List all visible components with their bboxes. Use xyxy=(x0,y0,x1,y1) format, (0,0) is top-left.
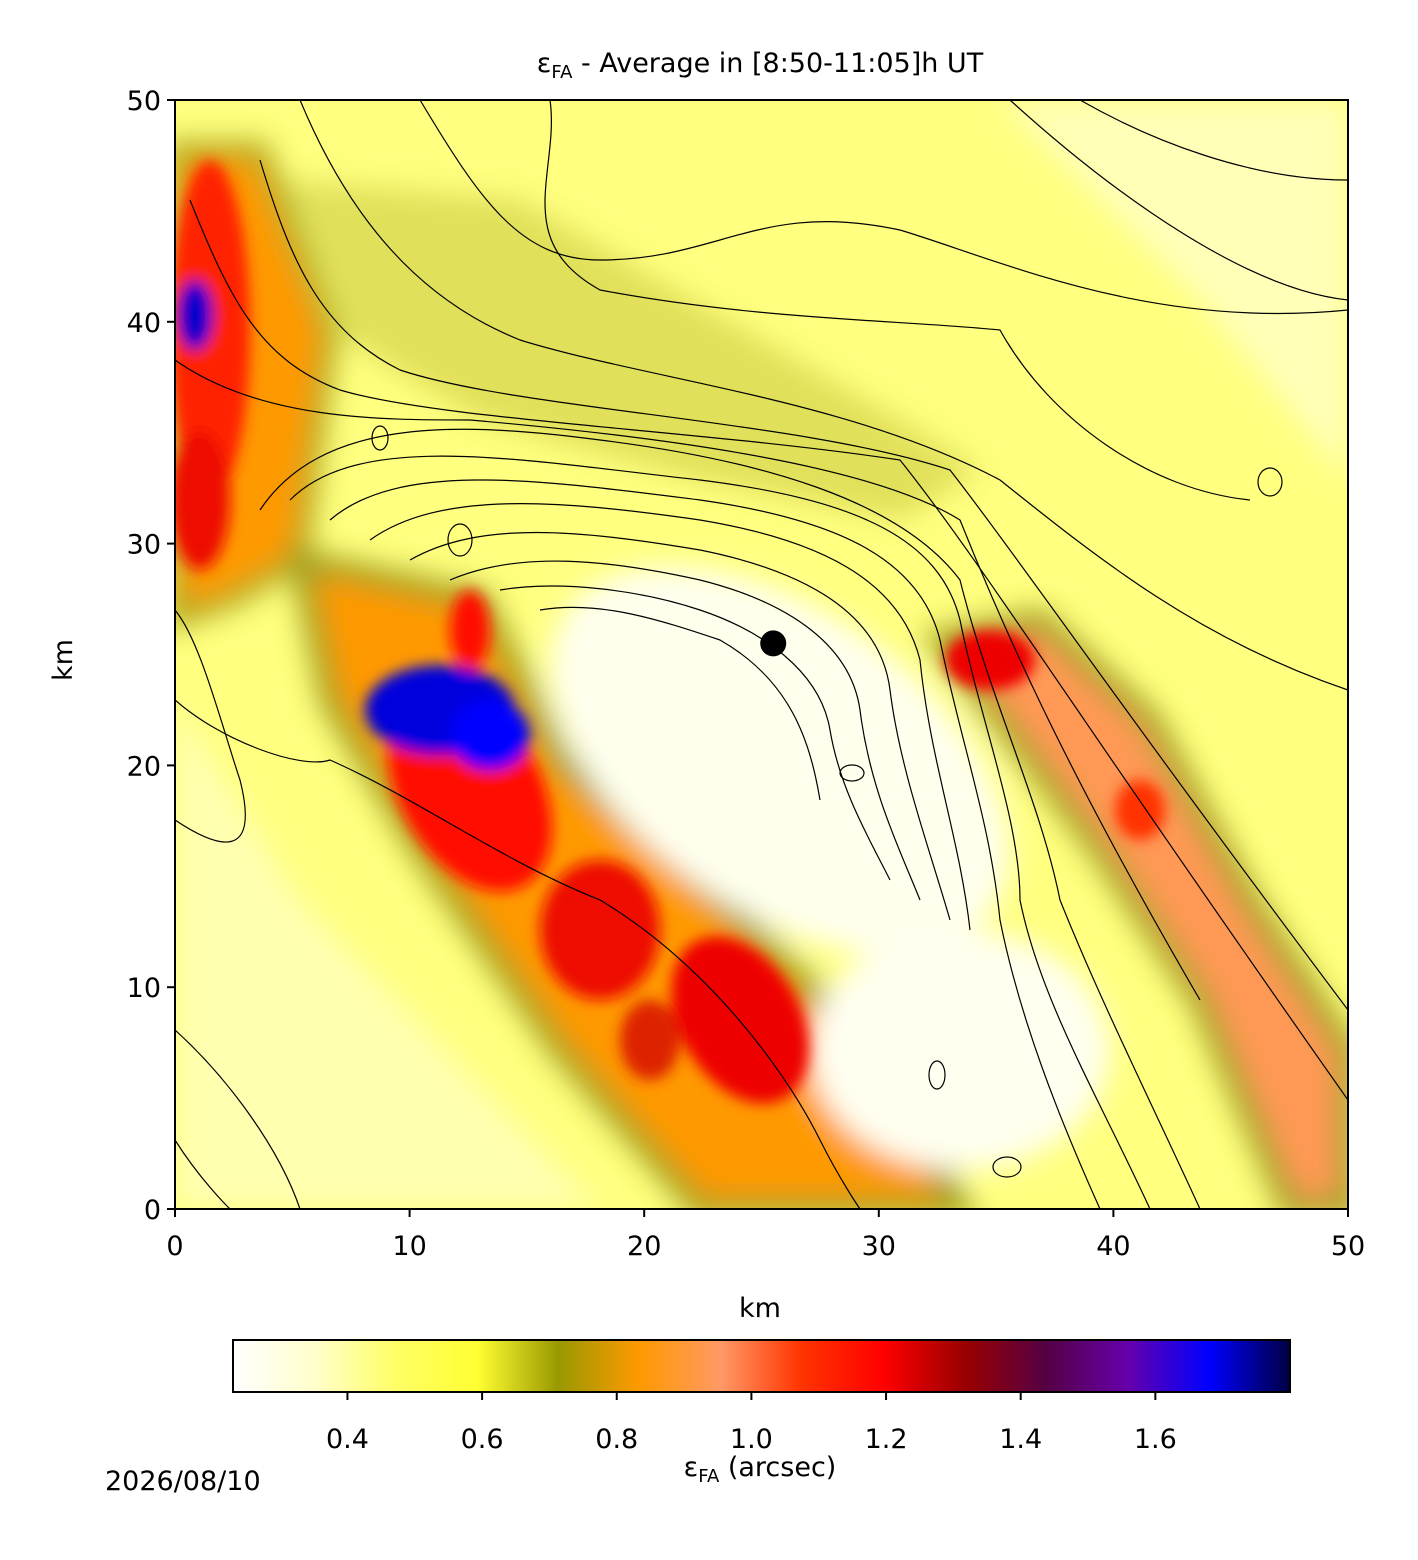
y-tick-label: 40 xyxy=(127,308,161,339)
x-tick-label: 40 xyxy=(1096,1231,1130,1262)
chart-title: εFA - Average in [8:50-11:05]h UT xyxy=(537,48,984,83)
y-tick-label: 30 xyxy=(127,530,161,561)
y-tick-label: 10 xyxy=(127,973,161,1004)
colorbar-tick-label: 1.0 xyxy=(730,1424,773,1455)
heatmap-field xyxy=(175,100,1348,1209)
colorbar-tick-label: 0.6 xyxy=(461,1424,504,1455)
colorbar-tick-label: 1.6 xyxy=(1134,1424,1177,1455)
plot-frame xyxy=(174,99,1349,1210)
contours xyxy=(175,100,1348,1209)
x-axis-label: km xyxy=(739,1293,781,1324)
colorbar-tick-label: 1.4 xyxy=(999,1424,1042,1455)
y-axis-label: km xyxy=(48,639,79,681)
title-sub: FA xyxy=(551,62,573,83)
colorbar-label-symbol: ε xyxy=(684,1452,699,1483)
colorbar-tick-label: 0.4 xyxy=(326,1424,369,1455)
x-tick-label: 30 xyxy=(862,1231,896,1262)
colorbar-label: εFA (arcsec) xyxy=(684,1452,837,1487)
x-tick-label: 20 xyxy=(627,1231,661,1262)
x-tick-label: 10 xyxy=(392,1231,426,1262)
date: 2026/08/10 xyxy=(105,1466,261,1497)
colorbar-tick-label: 0.8 xyxy=(595,1424,638,1455)
colorbar-label-rest: (arcsec) xyxy=(719,1452,836,1483)
colorbar xyxy=(232,1339,1291,1393)
x-tick-label: 0 xyxy=(166,1231,183,1262)
title-symbol: ε xyxy=(537,48,552,79)
colorbar-label-sub: FA xyxy=(698,1466,720,1487)
y-tick-label: 0 xyxy=(144,1195,161,1226)
colorbar-tick-label: 1.2 xyxy=(865,1424,908,1455)
y-tick-label: 20 xyxy=(127,751,161,782)
title-rest: - Average in [8:50-11:05]h UT xyxy=(572,48,983,79)
x-tick-label: 50 xyxy=(1331,1231,1365,1262)
y-tick-label: 50 xyxy=(127,86,161,117)
site-marker xyxy=(760,630,787,657)
